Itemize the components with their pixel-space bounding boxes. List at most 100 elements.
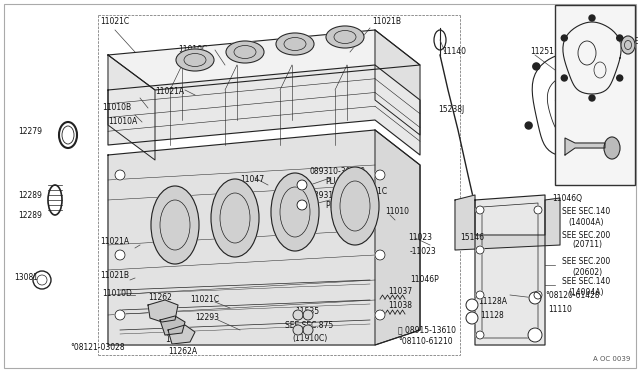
Circle shape bbox=[476, 206, 484, 214]
Circle shape bbox=[476, 291, 484, 299]
Text: ⓘ 08915-13610: ⓘ 08915-13610 bbox=[398, 326, 456, 334]
Text: 11021A: 11021A bbox=[100, 237, 129, 247]
Polygon shape bbox=[148, 300, 178, 322]
Text: SEE SEC.140: SEE SEC.140 bbox=[562, 278, 611, 286]
Circle shape bbox=[561, 75, 567, 81]
Circle shape bbox=[532, 63, 540, 70]
Text: SEE SEC.200: SEE SEC.200 bbox=[562, 257, 611, 266]
Text: (11910C): (11910C) bbox=[292, 334, 327, 343]
Circle shape bbox=[561, 35, 567, 41]
Ellipse shape bbox=[226, 41, 264, 63]
Ellipse shape bbox=[621, 36, 635, 54]
Ellipse shape bbox=[176, 49, 214, 71]
Circle shape bbox=[529, 292, 541, 304]
Text: 11262A: 11262A bbox=[168, 347, 197, 356]
Ellipse shape bbox=[271, 173, 319, 251]
Circle shape bbox=[466, 312, 478, 324]
Circle shape bbox=[303, 325, 313, 335]
Text: A OC 0039: A OC 0039 bbox=[593, 356, 630, 362]
Ellipse shape bbox=[326, 26, 364, 48]
Text: 11221Z: 11221Z bbox=[558, 141, 587, 150]
Circle shape bbox=[375, 250, 385, 260]
Polygon shape bbox=[375, 130, 420, 345]
Bar bbox=[555, 5, 635, 185]
Text: 11110: 11110 bbox=[548, 305, 572, 314]
Text: Z24i, ATM: Z24i, ATM bbox=[558, 7, 596, 16]
Text: (14004A): (14004A) bbox=[568, 218, 604, 227]
Ellipse shape bbox=[331, 167, 379, 245]
Text: 11010A: 11010A bbox=[108, 118, 137, 126]
Text: -11251E: -11251E bbox=[608, 38, 639, 46]
Text: SEE SEC.200: SEE SEC.200 bbox=[562, 231, 611, 240]
Circle shape bbox=[589, 95, 595, 101]
Circle shape bbox=[608, 81, 615, 88]
Text: 089310-30610: 089310-30610 bbox=[310, 167, 366, 176]
Text: 11010D: 11010D bbox=[102, 289, 132, 298]
Text: 11140: 11140 bbox=[442, 48, 466, 57]
Circle shape bbox=[466, 299, 478, 311]
Circle shape bbox=[115, 170, 125, 180]
Circle shape bbox=[297, 200, 307, 210]
Text: 11046P: 11046P bbox=[410, 276, 439, 285]
Circle shape bbox=[534, 206, 542, 214]
Text: 11021B: 11021B bbox=[100, 270, 129, 279]
Text: SEE SEC.875: SEE SEC.875 bbox=[285, 321, 333, 330]
Polygon shape bbox=[108, 65, 420, 155]
Circle shape bbox=[297, 180, 307, 190]
Text: °08121-03028: °08121-03028 bbox=[70, 343, 125, 352]
Text: 11021A: 11021A bbox=[155, 87, 184, 96]
Text: 15146: 15146 bbox=[460, 234, 484, 243]
Circle shape bbox=[589, 15, 595, 21]
Text: SEE SEC.140: SEE SEC.140 bbox=[562, 208, 611, 217]
Circle shape bbox=[293, 325, 303, 335]
Text: 11128A: 11128A bbox=[478, 298, 507, 307]
Ellipse shape bbox=[151, 186, 199, 264]
Circle shape bbox=[574, 42, 581, 49]
Text: °08120-61428: °08120-61428 bbox=[545, 291, 600, 299]
Text: 11010B: 11010B bbox=[102, 103, 131, 112]
Text: 13081: 13081 bbox=[14, 273, 38, 282]
Text: PLUG: PLUG bbox=[325, 201, 345, 209]
Text: 11021C: 11021C bbox=[358, 187, 387, 196]
Circle shape bbox=[525, 122, 532, 129]
Polygon shape bbox=[475, 195, 545, 345]
Circle shape bbox=[115, 250, 125, 260]
Text: PLUG: PLUG bbox=[325, 177, 345, 186]
Text: 11251: 11251 bbox=[560, 28, 584, 36]
Text: 12289: 12289 bbox=[18, 211, 42, 219]
Text: 11263: 11263 bbox=[165, 336, 189, 344]
Text: °08110-61210: °08110-61210 bbox=[398, 337, 452, 346]
Polygon shape bbox=[160, 316, 185, 335]
Circle shape bbox=[617, 35, 623, 41]
Polygon shape bbox=[108, 30, 420, 90]
Circle shape bbox=[528, 328, 542, 342]
Polygon shape bbox=[108, 130, 420, 345]
Circle shape bbox=[476, 331, 484, 339]
Text: 11010: 11010 bbox=[385, 208, 409, 217]
Polygon shape bbox=[375, 30, 420, 135]
Text: 089310-30410: 089310-30410 bbox=[310, 190, 366, 199]
Text: B: B bbox=[533, 295, 537, 301]
Text: 11251: 11251 bbox=[530, 48, 554, 57]
Text: 11037: 11037 bbox=[388, 288, 412, 296]
Text: 11021C: 11021C bbox=[100, 17, 129, 26]
Text: 11535: 11535 bbox=[295, 308, 319, 317]
Ellipse shape bbox=[211, 179, 259, 257]
Polygon shape bbox=[108, 55, 155, 160]
Circle shape bbox=[559, 161, 566, 168]
Circle shape bbox=[476, 246, 484, 254]
Text: 11262: 11262 bbox=[148, 294, 172, 302]
Text: 11038: 11038 bbox=[388, 301, 412, 310]
Polygon shape bbox=[168, 325, 195, 344]
Text: (20711): (20711) bbox=[572, 241, 602, 250]
Text: 12293: 12293 bbox=[195, 314, 219, 323]
Text: 11047: 11047 bbox=[240, 176, 264, 185]
Circle shape bbox=[617, 75, 623, 81]
Text: 12289: 12289 bbox=[18, 190, 42, 199]
Text: 11046Q: 11046Q bbox=[552, 193, 582, 202]
Text: 11128: 11128 bbox=[480, 311, 504, 321]
Text: (14004A): (14004A) bbox=[568, 288, 604, 296]
Circle shape bbox=[375, 310, 385, 320]
Text: 11021B: 11021B bbox=[372, 17, 401, 26]
Circle shape bbox=[303, 310, 313, 320]
